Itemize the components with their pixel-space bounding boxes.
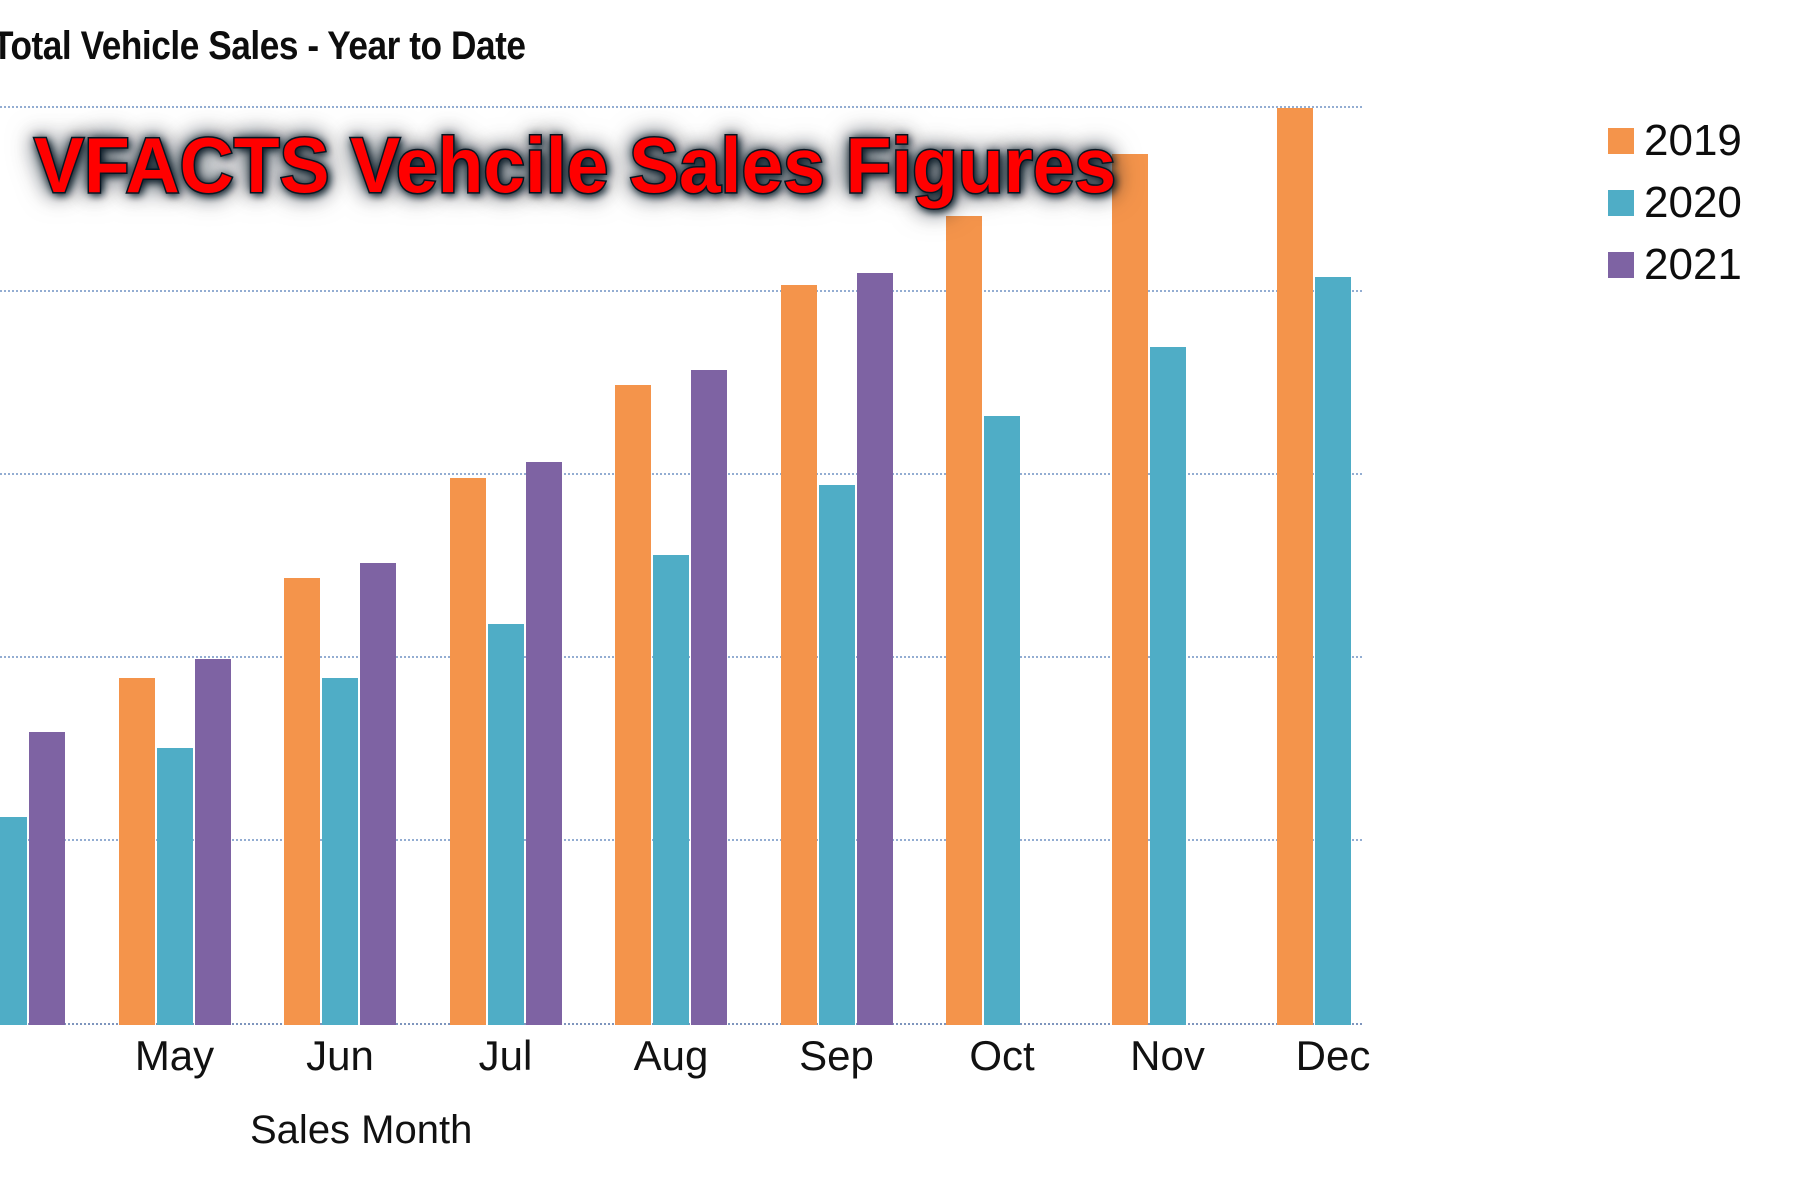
legend-item-2019[interactable]: 2019 [1608,110,1798,172]
bar-may-2020[interactable] [156,747,193,1025]
bar-dec-2020[interactable] [1315,277,1351,1025]
bar-group-may [118,100,231,1025]
bar-group-jul [449,100,562,1025]
bar-may-2021[interactable] [194,658,231,1025]
bar-group-jun [284,100,396,1025]
bar-may-2019[interactable] [118,678,155,1025]
bar-group-sep [780,100,893,1025]
bar-group-oct [946,100,1058,1025]
legend-swatch-2019 [1608,128,1634,154]
bar-aug-2020[interactable] [653,554,689,1025]
bar-group-nov [1111,100,1224,1025]
legend-label-2019: 2019 [1644,116,1742,165]
bar-apr-2021[interactable] [29,732,65,1025]
bar-jun-2021[interactable] [360,562,396,1025]
chart-title: Total Vehicle Sales - Year to Date [0,24,526,68]
x-tick-label-may: May [134,1032,215,1079]
bar-apr-2020[interactable] [0,816,27,1025]
watermark-text: VFACTS Vehcile Sales Figures [33,120,1118,211]
bar-group-dec [1277,100,1389,1025]
bar-group-apr [0,100,65,1025]
plot-area [0,100,1362,1025]
x-tick-label-nov: Nov [1130,1032,1205,1079]
legend-label-2020: 2020 [1644,178,1742,227]
x-axis-title: Sales Month [250,1108,473,1152]
chart-legend: 2019 2020 2021 [1608,110,1798,296]
bar-group-aug [615,100,727,1025]
x-tick-label-sep: Sep [799,1032,874,1079]
bar-jul-2019[interactable] [449,477,486,1025]
legend-swatch-2020 [1608,190,1634,216]
legend-label-2021: 2021 [1644,240,1742,289]
bar-aug-2021[interactable] [691,369,727,1025]
legend-swatch-2021 [1608,252,1634,278]
x-tick-label-aug: Aug [633,1032,709,1079]
gridline [0,290,1362,292]
bar-oct-2020[interactable] [984,416,1020,1025]
bar-nov-2020[interactable] [1149,346,1186,1025]
legend-item-2020[interactable]: 2020 [1608,172,1798,234]
x-tick-label-oct: Oct [969,1032,1035,1079]
x-tick-label-dec: Dec [1295,1032,1371,1079]
bar-jul-2020[interactable] [487,624,524,1025]
gridline [0,473,1362,475]
bar-jul-2021[interactable] [525,462,562,1025]
bar-sep-2019[interactable] [780,285,817,1025]
legend-item-2021[interactable]: 2021 [1608,234,1798,296]
bar-sep-2021[interactable] [856,273,893,1025]
bar-jun-2020[interactable] [322,678,358,1025]
x-tick-label-jul: Jul [478,1032,533,1079]
bar-nov-2019[interactable] [1111,153,1148,1025]
bars-layer [0,100,1362,1025]
x-tick-label-jun: Jun [306,1032,374,1079]
bar-sep-2020[interactable] [818,485,855,1025]
bar-jun-2019[interactable] [284,577,320,1025]
x-axis-tick-labels: May Jun Jul Aug Sep Oct Nov Dec [0,1032,1371,1102]
bar-aug-2019[interactable] [615,385,651,1025]
bar-dec-2019[interactable] [1277,107,1313,1025]
bar-oct-2019[interactable] [946,215,982,1025]
gridline [0,106,1362,108]
